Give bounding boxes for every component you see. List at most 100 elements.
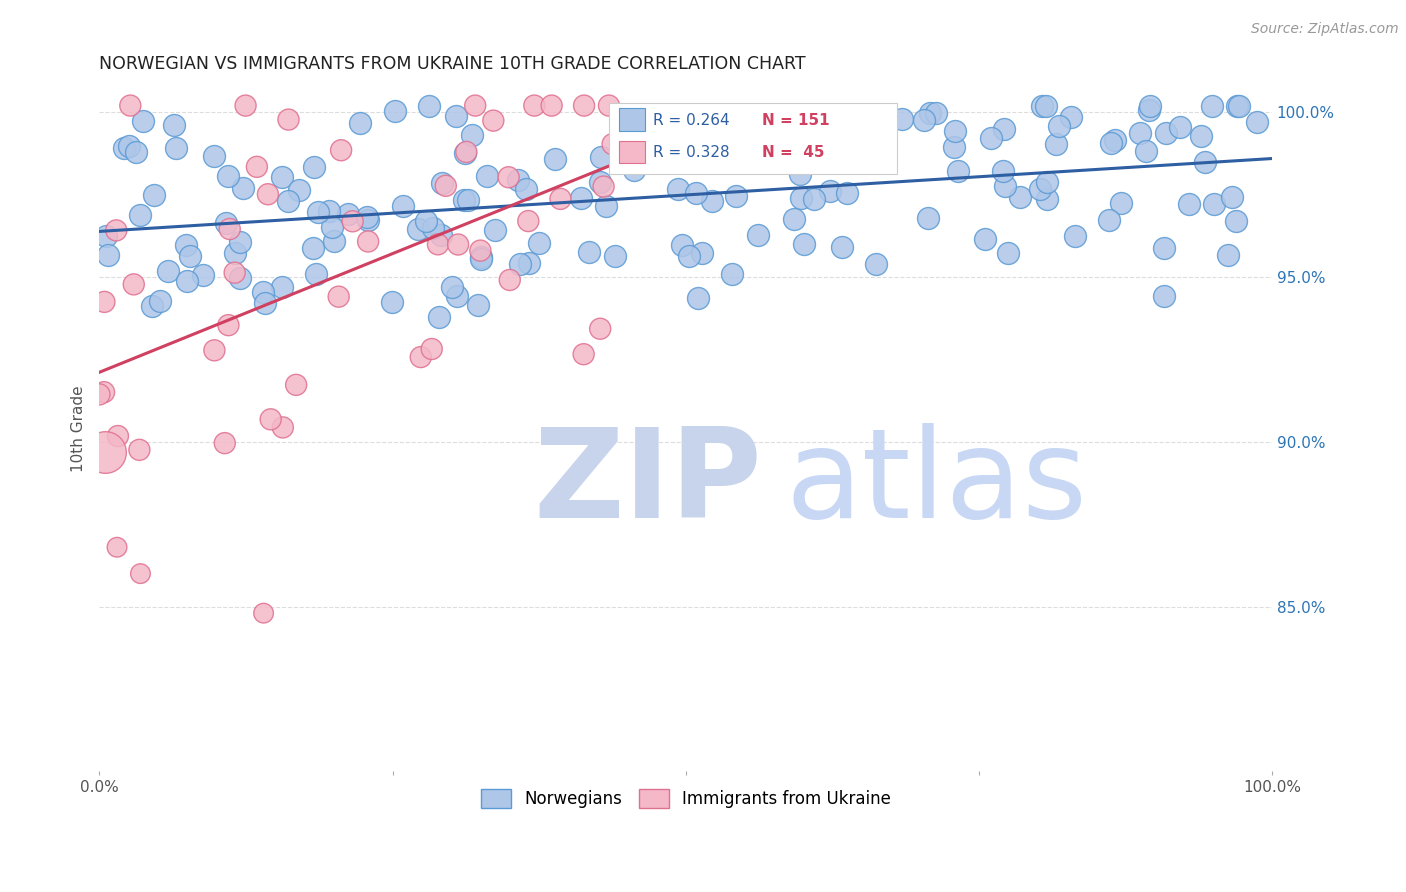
Point [174,238,197,252]
Point [253,295,276,310]
Point [218,222,240,236]
Point [165,141,187,155]
Text: NORWEGIAN VS IMMIGRANTS FROM UKRAINE 10TH GRADE CORRELATION CHART: NORWEGIAN VS IMMIGRANTS FROM UKRAINE 10T… [100,55,806,73]
Point [1109,195,1132,210]
Point [783,211,806,226]
Point [252,285,274,300]
Point [288,184,311,198]
Point [477,169,499,183]
Point [1060,110,1083,124]
Point [912,113,935,128]
Point [747,227,769,242]
Point [917,211,939,226]
Point [602,137,624,152]
Point [1135,144,1157,158]
Point [515,182,537,196]
Text: atlas: atlas [786,423,1087,544]
Point [97,247,120,261]
Point [946,164,969,178]
Point [605,249,627,263]
Point [1178,197,1201,211]
Point [806,153,828,168]
Point [357,235,380,249]
Point [120,98,142,112]
Point [228,271,250,285]
Point [94,444,117,458]
Point [441,280,464,294]
Point [464,98,486,112]
Point [131,113,153,128]
Point [943,139,966,153]
FancyBboxPatch shape [619,109,644,131]
Point [163,119,186,133]
Point [467,298,489,312]
Point [517,214,540,228]
Point [482,113,505,128]
Point [277,112,299,127]
Point [328,290,350,304]
Point [461,128,484,142]
Point [671,238,693,252]
Point [1045,137,1067,152]
Point [202,149,225,163]
Point [217,318,239,333]
Point [589,175,612,189]
Text: R = 0.328: R = 0.328 [652,145,730,160]
Point [456,145,478,159]
Point [1189,128,1212,143]
Point [1097,213,1119,227]
Point [993,164,1015,178]
Point [470,252,492,266]
Point [1226,98,1249,112]
Point [215,217,238,231]
Point [202,343,225,358]
Point [418,98,440,112]
Point [685,186,707,200]
Point [1137,103,1160,117]
Point [246,160,269,174]
Point [669,127,692,141]
Text: ZIP: ZIP [533,423,762,544]
Point [678,249,700,263]
Point [128,442,150,457]
Point [1036,175,1059,189]
Y-axis label: 10th Grade: 10th Grade [72,385,86,472]
Point [446,289,468,303]
Point [589,322,612,336]
Point [260,412,283,426]
Point [149,293,172,308]
Point [426,237,449,252]
Point [301,241,323,255]
Point [224,245,246,260]
Point [803,192,825,206]
Point [224,266,246,280]
Point [569,192,592,206]
Point [1139,98,1161,112]
Point [598,98,620,112]
Point [444,109,467,123]
Point [231,181,253,195]
Point [1008,190,1031,204]
Point [318,203,340,218]
FancyBboxPatch shape [619,141,644,163]
Point [1216,248,1239,262]
Point [470,250,492,264]
Point [1153,241,1175,255]
Point [342,214,364,228]
Point [409,350,432,364]
Point [392,199,415,213]
Point [337,207,360,221]
Point [94,229,117,244]
Point [527,235,550,250]
Point [484,223,506,237]
Point [924,106,946,120]
Point [517,255,540,269]
Point [688,291,710,305]
Point [720,267,742,281]
Point [1035,98,1057,112]
Point [349,116,371,130]
Point [1029,182,1052,196]
Point [105,223,128,237]
Point [1225,214,1247,228]
Point [1154,126,1177,140]
